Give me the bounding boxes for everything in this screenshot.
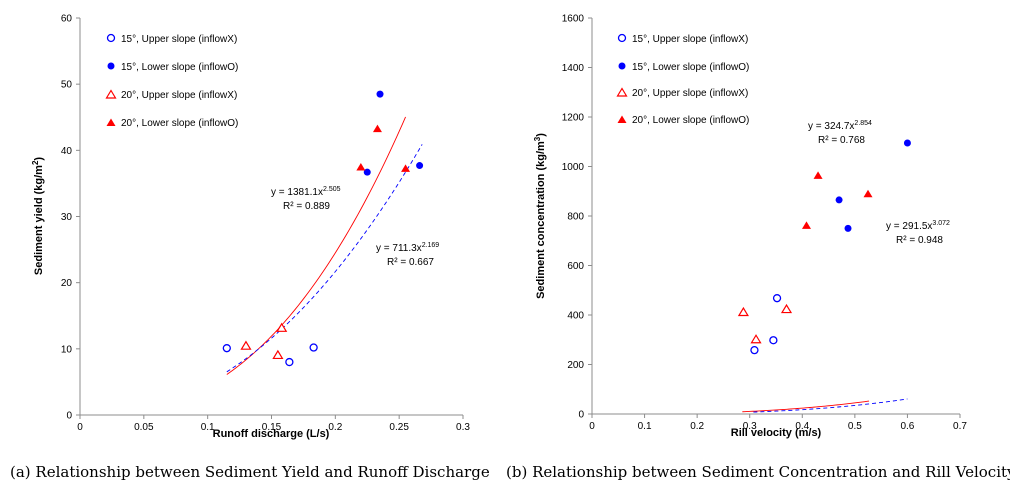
x-tick-label: 0 (77, 422, 83, 433)
data-point-triangle-open (750, 334, 762, 344)
data-point-circle-filled (363, 168, 371, 176)
chart-a-red-equation: y = 1381.1x2.505 (271, 186, 341, 198)
chart-b-y-axis-label: Sediment concentration (kg/m3) (533, 133, 547, 299)
chart-a-legend: 15°, Upper slope (inflowX) 15°, Lower sl… (105, 33, 238, 129)
chart-b-blue-equation: y = 291.5x3.072 (886, 220, 950, 232)
caption-b: (b) Relationship between Sediment Concen… (506, 463, 1010, 481)
data-point-circle-filled (835, 196, 843, 204)
data-point-triangle-open (737, 306, 749, 317)
data-point-circle-open (285, 357, 294, 367)
chart-b-red-r2: R² = 0.768 (818, 135, 865, 146)
chart-a-x-axis-label: Runoff discharge (L/s) (213, 428, 330, 440)
y-tick-label: 40 (61, 146, 73, 157)
y-tick-label: 400 (567, 311, 584, 322)
x-tick-label: 0.1 (201, 422, 215, 433)
y-tick-label: 50 (61, 80, 73, 91)
data-point-triangle-filled (813, 171, 823, 179)
x-tick-label: 0.05 (134, 422, 154, 433)
data-point-circle-filled (376, 90, 384, 98)
chart-b-x-axis-label: Rill velocity (m/s) (731, 427, 822, 439)
legend-marker-circle-filled (618, 62, 626, 70)
x-tick-label: 0.2 (690, 421, 704, 432)
data-point-triangle-filled (356, 163, 366, 171)
y-tick-label: 0 (66, 411, 72, 422)
legend-marker-circle-filled (107, 62, 115, 70)
data-point-triangle-filled (401, 164, 411, 172)
legend-marker-triangle-filled (617, 115, 627, 123)
chart-b-points (737, 139, 911, 355)
data-point-circle-open (772, 294, 782, 303)
x-tick-label: 0.15 (262, 422, 282, 433)
trendline-solid-0 (742, 400, 870, 413)
legend-marker-triangle-open (616, 87, 628, 97)
y-tick-label: 1200 (562, 113, 585, 124)
x-tick-label: 0.25 (389, 422, 409, 433)
y-tick-label: 200 (567, 360, 584, 371)
x-tick-label: 0.7 (953, 421, 967, 432)
y-tick-label: 1000 (562, 162, 585, 173)
legend-label: 20°, Lower slope (inflowO) (632, 115, 749, 126)
data-point-triangle-open (276, 322, 288, 332)
x-tick-label: 0.2 (328, 422, 342, 433)
trendline-dashed-1 (753, 398, 908, 413)
data-point-circle-open (222, 344, 231, 353)
chart-a-points (222, 90, 424, 367)
chart-a-y-axis-label: Sediment yield (kg/m2) (31, 157, 45, 275)
x-tick-label: 0.3 (456, 422, 470, 433)
data-point-circle-open (769, 336, 778, 345)
data-point-circle-open (750, 345, 759, 355)
y-tick-label: 60 (61, 14, 73, 25)
legend-marker-triangle-open (105, 89, 117, 99)
data-point-triangle-filled (863, 189, 873, 198)
legend-label: 20°, Upper slope (inflowX) (632, 88, 748, 99)
data-point-circle-filled (844, 224, 852, 232)
legend-label: 20°, Lower slope (inflowO) (121, 118, 238, 129)
chart-sediment-concentration: 0 0.1 0.2 0.3 0.4 0.5 0.6 0.7 0 200 400 600 800 1000 1… (533, 14, 967, 440)
legend-marker-circle-open (106, 33, 116, 43)
chart-b-ticks: 0 0.1 0.2 0.3 0.4 0.5 0.6 0.7 0 200 400 600 800 1000 1… (562, 14, 968, 433)
trendline-dashed-1 (226, 144, 423, 373)
data-point-triangle-filled (372, 124, 382, 133)
data-point-circle-open (309, 343, 318, 352)
legend-label: 15°, Upper slope (inflowX) (121, 34, 237, 45)
y-tick-label: 800 (567, 212, 584, 223)
y-tick-label: 0 (578, 410, 584, 421)
y-tick-label: 1400 (562, 63, 585, 74)
x-tick-label: 0.5 (848, 421, 862, 432)
x-tick-label: 0.1 (638, 421, 652, 432)
x-tick-label: 0.6 (900, 421, 914, 432)
x-tick-label: 0.3 (743, 421, 757, 432)
y-tick-label: 30 (61, 212, 73, 223)
x-tick-label: 0.4 (795, 421, 809, 432)
data-point-circle-filled (416, 162, 424, 170)
y-tick-label: 20 (61, 278, 73, 289)
chart-b-blue-r2: R² = 0.948 (896, 235, 943, 246)
chart-a-ticks: 0 0.05 0.1 0.15 0.2 0.25 0.3 0 10 20 30 40 50 60 (61, 14, 471, 434)
chart-b-red-equation: y = 324.7x2.854 (808, 120, 872, 132)
legend-marker-circle-open (617, 33, 627, 43)
data-point-triangle-open (780, 303, 793, 314)
legend-label: 20°, Upper slope (inflowX) (121, 90, 237, 101)
y-tick-label: 600 (567, 261, 584, 272)
chart-a-blue-r2: R² = 0.667 (387, 257, 434, 268)
chart-a-trendlines (226, 116, 423, 375)
legend-marker-triangle-filled (106, 118, 116, 126)
y-tick-label: 1600 (562, 14, 585, 25)
y-tick-label: 10 (61, 344, 73, 355)
chart-b-trendlines (742, 398, 908, 413)
data-point-circle-filled (903, 139, 911, 147)
chart-a-blue-equation: y = 711.3x2.169 (376, 242, 439, 254)
data-point-triangle-open (240, 340, 252, 350)
caption-a: (a) Relationship between Sediment Yield … (10, 463, 490, 481)
data-point-triangle-filled (801, 221, 811, 229)
chart-b-legend: 15°, Upper slope (inflowX) 15°, Lower sl… (616, 33, 749, 126)
chart-sediment-yield: 0 0.05 0.1 0.15 0.2 0.25 0.3 0 10 20 30 40 50 60 Runo… (31, 14, 470, 441)
legend-label: 15°, Lower slope (inflowO) (121, 62, 238, 73)
x-tick-label: 0 (589, 421, 595, 432)
legend-label: 15°, Upper slope (inflowX) (632, 34, 748, 45)
chart-a-red-r2: R² = 0.889 (283, 201, 330, 212)
legend-label: 15°, Lower slope (inflowO) (632, 62, 749, 73)
data-point-triangle-open (272, 349, 284, 360)
